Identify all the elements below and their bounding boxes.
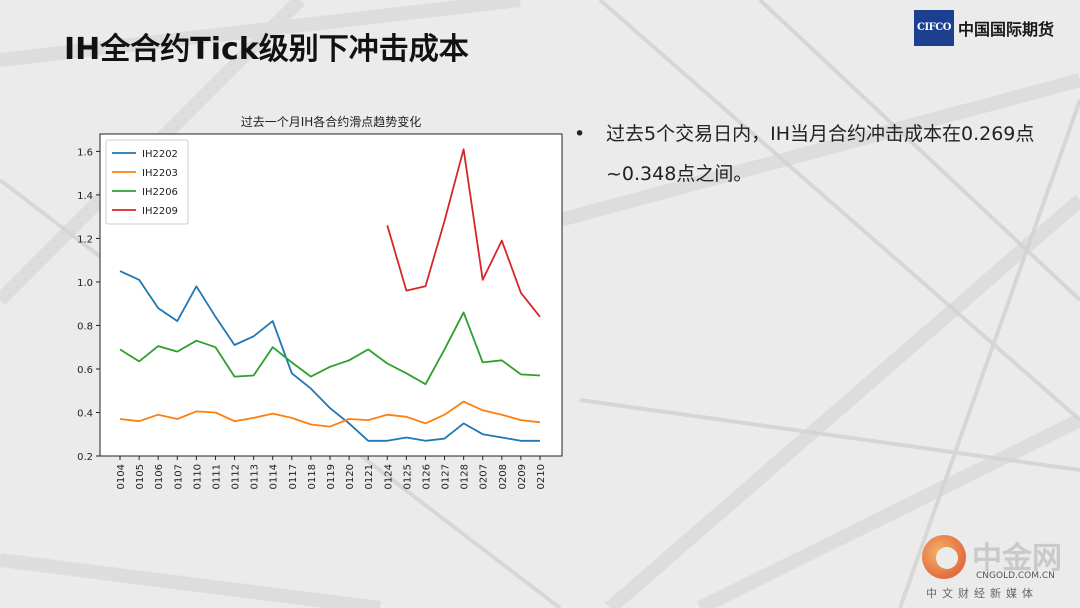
y-tick-label: 0.8 (77, 321, 93, 332)
x-tick-label: 0104 (116, 464, 127, 489)
x-tick-label: 0207 (479, 464, 490, 489)
y-tick-label: 1.6 (77, 147, 93, 158)
slide-title: IH全合约Tick级别下冲击成本 (64, 32, 469, 67)
x-tick-label: 0110 (192, 464, 203, 489)
y-tick-label: 1.4 (77, 191, 93, 202)
watermark-coin-icon (922, 535, 966, 579)
legend-label: IH2202 (142, 149, 178, 160)
y-tick-label: 0.4 (77, 408, 93, 419)
x-tick-label: 0210 (536, 464, 547, 489)
y-tick-label: 0.6 (77, 365, 93, 376)
x-tick-label: 0128 (460, 464, 471, 489)
x-tick-label: 0105 (135, 464, 146, 489)
x-tick-label: 0117 (288, 464, 299, 489)
watermark-name: 中金网 (972, 541, 1062, 576)
y-tick-label: 1.2 (77, 234, 93, 245)
series-line-ih2202 (119, 270, 540, 442)
watermark-url: CNGOLD.COM.CN (976, 571, 1055, 581)
chart-title: 过去一个月IH各合约滑点趋势变化 (241, 114, 422, 129)
series-line-ih2209 (386, 148, 541, 318)
watermark-logo: 中金网 CNGOLD.COM.CN 中文财经新媒体 (918, 533, 1078, 603)
y-tick-label: 1.0 (77, 278, 93, 289)
brand-name: 中国国际期货 (958, 20, 1055, 39)
x-tick-label: 0209 (517, 464, 528, 489)
chart-container: 过去一个月IH各合约滑点趋势变化 0.2 0.4 0.6 0.8 1.0 1.2 1.4 1.6… (60, 108, 580, 508)
brand-logo-box: CIFCO (914, 10, 954, 46)
x-tick-label: 0114 (269, 464, 280, 489)
x-tick-label: 0127 (441, 464, 452, 489)
legend-label: IH2203 (142, 168, 178, 179)
x-tick-label: 0124 (383, 464, 394, 489)
x-tick-label: 0106 (154, 464, 165, 489)
legend-label: IH2209 (142, 206, 178, 217)
y-tick-label: 0.2 (77, 452, 93, 463)
watermark-subtitle: 中文财经新媒体 (926, 587, 1038, 600)
bullet-text: 过去5个交易日内，IH当月合约冲击成本在0.269点~0.348点之间。 (606, 123, 1035, 185)
x-tick-label: 0121 (364, 464, 375, 489)
x-tick-label: 0208 (498, 464, 509, 489)
x-tick-label: 0120 (345, 464, 356, 489)
series-line-ih2206 (119, 311, 541, 386)
x-tick-label: 0113 (250, 464, 261, 489)
line-chart: 过去一个月IH各合约滑点趋势变化 0.2 0.4 0.6 0.8 1.0 1.2 1.4 1.6… (77, 114, 563, 489)
x-tick-label: 0119 (326, 464, 337, 489)
x-tick-label: 0107 (173, 464, 184, 489)
x-tick-label: 0112 (231, 464, 242, 489)
legend-label: IH2206 (142, 187, 178, 198)
x-tick-label: 0111 (211, 464, 222, 489)
x-tick-label: 0126 (421, 464, 432, 489)
bullet-dot: • (574, 123, 586, 145)
legend-box (105, 139, 189, 225)
brand-logo: CIFCO 中国国际期货 (914, 10, 1074, 50)
series-line-ih2203 (119, 400, 541, 428)
x-tick-label: 0118 (307, 464, 318, 489)
x-tick-label: 0125 (402, 464, 413, 489)
